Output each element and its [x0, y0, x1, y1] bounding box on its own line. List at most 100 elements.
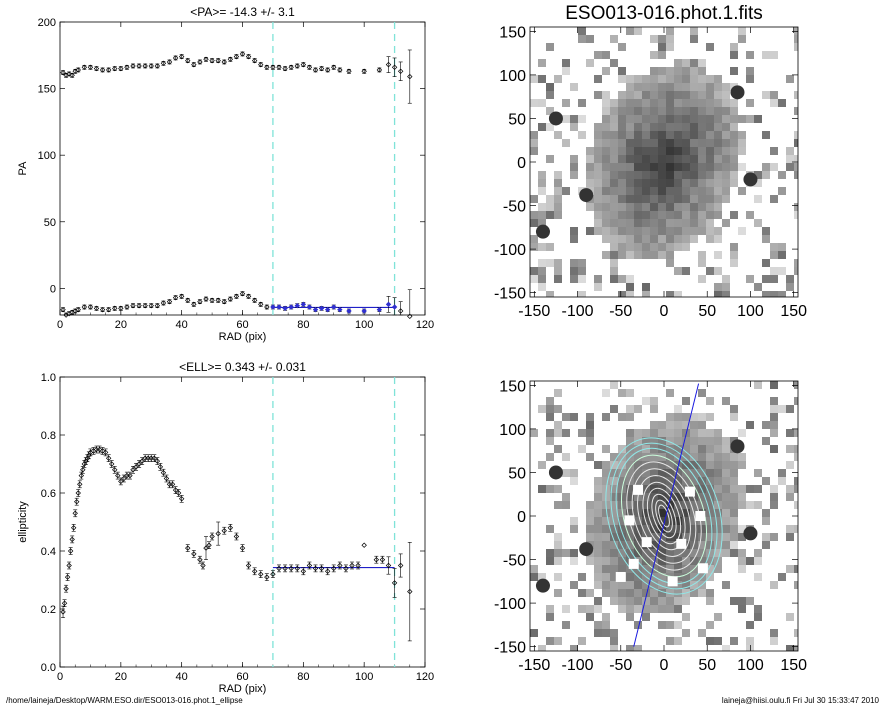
image-pixel — [602, 613, 610, 621]
image-pixel — [730, 171, 738, 179]
image-pixel — [618, 517, 626, 525]
image-pixel — [602, 67, 610, 75]
image-pixel — [682, 203, 690, 211]
image-pixel — [746, 99, 754, 107]
data-point — [124, 64, 130, 70]
image-pixel — [554, 573, 562, 581]
image-pixel — [570, 83, 578, 91]
image-pixel — [666, 541, 674, 549]
image-pixel — [794, 139, 798, 147]
image-pixel — [642, 557, 650, 565]
image-pixel — [642, 565, 650, 573]
data-point — [331, 64, 337, 70]
image-pixel — [650, 219, 658, 227]
image-pixel — [794, 565, 798, 573]
star — [579, 188, 594, 203]
data-point — [130, 302, 136, 309]
image-pixel — [794, 645, 798, 651]
image-pixel — [690, 139, 698, 147]
image-pixel — [682, 99, 690, 107]
image-pixel — [610, 219, 618, 227]
image-pixel — [650, 533, 658, 541]
image-pixel — [634, 645, 642, 651]
image-pixel — [602, 413, 610, 421]
image-pixel — [714, 469, 722, 477]
image-pixel — [658, 437, 666, 445]
galaxy-image-panel: -150 -100 -50 0 50 100 150 -150 -100 -50 0 50 100 150… — [494, 3, 807, 320]
image-pixel — [730, 147, 738, 155]
image-pixel — [546, 91, 554, 99]
image-pixel — [602, 115, 610, 123]
image-pixel — [794, 163, 798, 171]
image-pixel — [698, 437, 706, 445]
image-pixel — [546, 485, 554, 493]
image-pixel — [602, 147, 610, 155]
data-point — [294, 565, 300, 572]
image-pixel — [666, 171, 674, 179]
image-pixel — [674, 533, 682, 541]
image-pixel — [706, 155, 714, 163]
image-pixel — [722, 91, 730, 99]
image-pixel — [610, 589, 618, 597]
data-point — [74, 499, 80, 505]
star — [743, 172, 758, 187]
image-pixel — [634, 541, 642, 549]
image-pixel — [714, 549, 722, 557]
image-pixel — [794, 259, 798, 267]
image-pixel — [610, 557, 618, 565]
image-pixel — [746, 645, 754, 651]
image-pixel — [642, 581, 650, 589]
data-point — [264, 64, 270, 70]
x-tick-label: -100 — [562, 657, 594, 674]
data-point — [99, 306, 106, 313]
image-pixel — [570, 413, 578, 421]
image-pixel — [610, 107, 618, 115]
image-pixel — [690, 147, 698, 155]
image-pixel — [682, 147, 690, 155]
image-pixel — [634, 581, 642, 589]
image-pixel — [714, 115, 722, 123]
image-pixel — [794, 581, 798, 589]
image-pixel — [594, 597, 602, 605]
data-point — [77, 481, 83, 487]
image-pixel — [642, 75, 650, 83]
image-pixel — [706, 267, 714, 275]
image-pixel — [690, 235, 698, 243]
image-pixel — [794, 107, 798, 115]
data-point — [288, 304, 294, 310]
image-pixel — [666, 589, 674, 597]
image-pixel — [682, 83, 690, 91]
image-pixel — [642, 469, 650, 477]
image-pixel — [610, 275, 618, 283]
image-pixel — [762, 517, 770, 525]
image-pixel — [658, 469, 666, 477]
image-pixel — [706, 147, 714, 155]
image-pixel — [610, 493, 618, 501]
data-point — [185, 545, 191, 551]
image-pixel — [762, 421, 770, 429]
image-pixel — [626, 219, 634, 227]
image-pixel — [538, 461, 546, 469]
image-pixel — [634, 469, 642, 477]
image-pixel — [658, 115, 666, 123]
image-pixel — [722, 533, 730, 541]
image-pixel — [794, 397, 798, 405]
image-pixel — [594, 629, 602, 637]
data-point — [264, 574, 270, 580]
data-point — [99, 67, 106, 73]
image-pixel — [610, 195, 618, 203]
image-pixel — [530, 219, 538, 227]
image-pixel — [610, 629, 618, 637]
image-pixel — [650, 107, 658, 115]
data-point — [160, 470, 167, 476]
image-pixel — [610, 123, 618, 131]
data-point — [318, 305, 325, 312]
data-point — [221, 528, 227, 534]
image-pixel — [594, 557, 602, 565]
data-point — [69, 72, 75, 78]
image-pixel — [618, 275, 626, 283]
y-tick-label: 0.4 — [41, 546, 56, 558]
image-pixel — [690, 589, 698, 597]
image-pixel — [754, 501, 762, 509]
image-pixel — [570, 235, 578, 243]
